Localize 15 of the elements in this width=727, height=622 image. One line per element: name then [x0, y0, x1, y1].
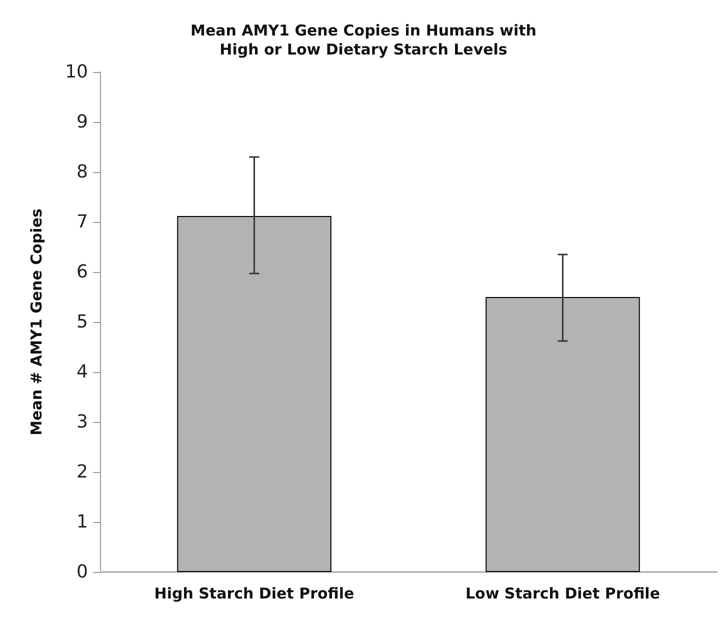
y-axis-title: Mean # AMY1 Gene Copies: [28, 208, 46, 436]
y-tick-label: 3: [76, 412, 88, 432]
y-tick-label: 9: [76, 112, 88, 132]
y-tick-label: 8: [76, 162, 88, 182]
y-tick-label: 0: [76, 562, 88, 582]
y-tick-label: 6: [76, 262, 88, 282]
y-tick-label: 4: [76, 362, 88, 382]
y-tick-label: 2: [76, 462, 88, 482]
y-tick-label: 5: [76, 312, 88, 332]
x-tick-label: High Starch Diet Profile: [154, 584, 354, 602]
chart-title: Mean AMY1 Gene Copies in Humans with High or Low Dietary Starch Levels: [190, 22, 536, 58]
y-tick-label: 1: [76, 512, 88, 532]
y-tick-label: 7: [76, 212, 88, 232]
x-tick-label: Low Starch Diet Profile: [465, 584, 660, 602]
y-tick-label: 10: [65, 62, 88, 82]
